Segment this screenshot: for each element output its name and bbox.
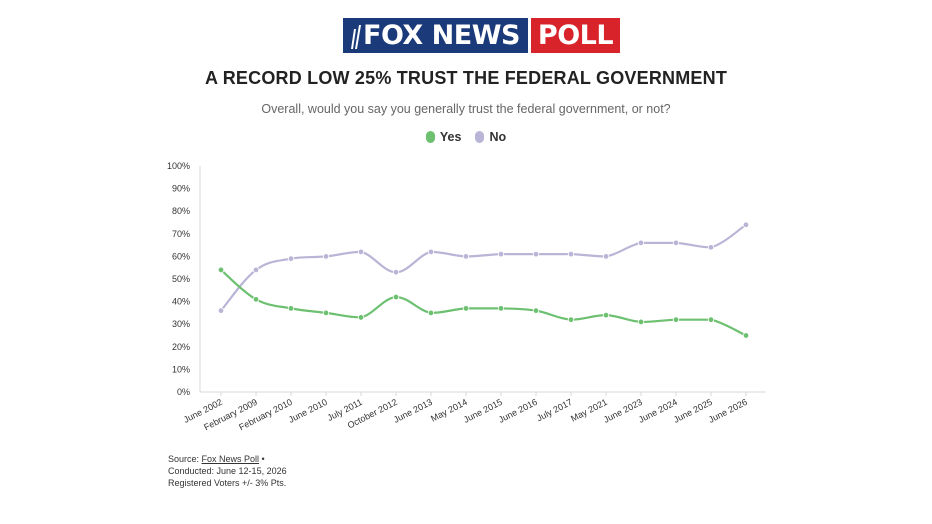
data-point-yes xyxy=(322,309,330,317)
data-point-yes xyxy=(707,316,715,323)
logo-poll-text: POLL xyxy=(537,20,614,51)
y-tick-label: 100% xyxy=(167,161,190,171)
data-point-yes xyxy=(357,314,365,321)
x-tick-label: June 2026 xyxy=(707,397,749,425)
data-point-yes xyxy=(217,266,225,274)
data-point-yes xyxy=(567,316,575,323)
margin-of-error: Registered Voters +/- 3% Pts. xyxy=(168,478,287,488)
source-note: Source: Fox News Poll • Conducted: June … xyxy=(168,453,287,489)
data-point-yes xyxy=(392,293,400,301)
chart-legend: Yes No xyxy=(0,130,932,144)
logo-fox-text: FOX NEWS xyxy=(363,20,520,51)
legend-swatch-yes xyxy=(425,131,435,143)
data-point-no xyxy=(637,239,645,247)
legend-swatch-no xyxy=(475,131,485,143)
conducted-dates: Conducted: June 12-15, 2026 xyxy=(168,466,287,476)
data-point-no xyxy=(252,266,260,274)
data-point-no xyxy=(357,248,365,256)
fox-news-poll-logo: FOX NEWS POLL xyxy=(343,18,621,53)
data-point-yes xyxy=(672,316,680,323)
data-point-no xyxy=(567,250,575,258)
chart-subtitle: Overall, would you say you generally tru… xyxy=(261,102,671,116)
data-point-yes xyxy=(462,305,470,312)
data-point-no xyxy=(672,239,680,247)
x-tick-label: July 2017 xyxy=(535,397,574,423)
source-suffix: • xyxy=(259,454,265,464)
y-tick-label: 80% xyxy=(172,206,190,216)
data-point-no xyxy=(392,269,400,276)
data-point-yes xyxy=(287,305,295,312)
data-point-yes xyxy=(637,318,645,326)
data-point-yes xyxy=(742,332,750,339)
logo-poll-block: POLL xyxy=(530,18,621,53)
data-point-no xyxy=(602,253,610,260)
x-tick-label: June 2023 xyxy=(602,397,644,425)
data-point-no xyxy=(707,244,715,251)
data-point-yes xyxy=(252,296,260,303)
data-point-no xyxy=(322,253,330,260)
searchlight-icon xyxy=(351,24,361,49)
chart-title: A RECORD LOW 25% TRUST THE FEDERAL GOVER… xyxy=(204,68,728,88)
source-prefix: Source: xyxy=(168,454,202,464)
data-point-yes xyxy=(427,309,435,317)
x-tick-label: June 2013 xyxy=(392,397,434,425)
data-point-no xyxy=(742,221,750,228)
series-line-yes xyxy=(220,269,747,337)
data-point-yes xyxy=(497,305,505,312)
x-tick-label: June 2025 xyxy=(672,397,714,425)
x-tick-label: June 2010 xyxy=(287,397,329,425)
data-point-yes xyxy=(602,311,610,319)
y-tick-label: 90% xyxy=(172,184,190,194)
y-tick-label: 0% xyxy=(177,387,190,397)
x-tick-label: June 2016 xyxy=(497,397,539,425)
data-point-no xyxy=(532,250,540,258)
legend-item-no[interactable]: No xyxy=(475,130,506,144)
data-point-yes xyxy=(532,307,540,314)
data-point-no xyxy=(427,248,435,256)
source-line: Source: Fox News Poll • xyxy=(168,453,287,465)
y-tick-label: 20% xyxy=(172,342,190,352)
legend-item-yes[interactable]: Yes xyxy=(425,130,462,144)
y-tick-label: 70% xyxy=(172,229,190,239)
y-tick-label: 30% xyxy=(172,319,190,329)
y-tick-label: 10% xyxy=(172,364,190,374)
data-point-no xyxy=(217,307,225,314)
y-tick-label: 50% xyxy=(172,274,190,284)
logo-fox-block: FOX NEWS xyxy=(343,18,528,53)
series-line-no xyxy=(220,223,747,312)
y-tick-label: 40% xyxy=(172,297,190,307)
x-tick-label: June 2024 xyxy=(637,397,679,425)
x-tick-label: June 2015 xyxy=(462,397,504,425)
y-tick-label: 60% xyxy=(172,251,190,261)
legend-label-no: No xyxy=(489,130,507,144)
data-point-no xyxy=(462,253,470,260)
data-point-no xyxy=(287,255,295,262)
source-link[interactable]: Fox News Poll xyxy=(201,454,260,464)
data-point-no xyxy=(497,250,505,258)
legend-label-yes: Yes xyxy=(439,130,462,144)
